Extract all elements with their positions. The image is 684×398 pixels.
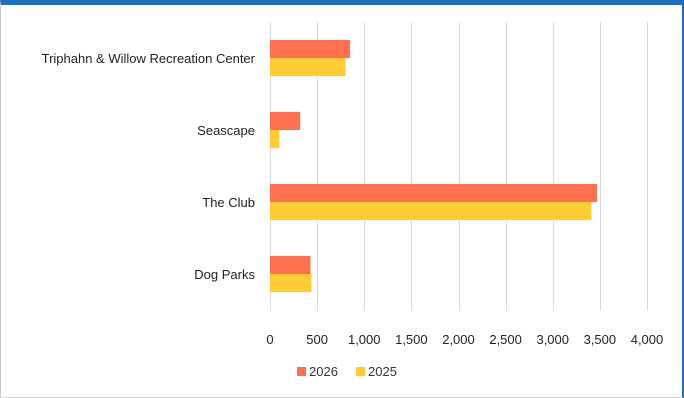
bar-2026-0 [270, 40, 351, 58]
x-tick-label: 2,500 [489, 332, 522, 347]
bar-2026-1 [270, 112, 301, 130]
category-label: The Club [202, 195, 255, 210]
category-label: Dog Parks [194, 267, 255, 282]
bar-2026-2 [270, 184, 598, 202]
bar-2025-0 [270, 58, 346, 76]
bar-2025-2 [270, 202, 592, 220]
legend: 2026 2025 [297, 364, 397, 379]
x-tick-label: 1,500 [395, 332, 428, 347]
x-tick-label: 500 [306, 332, 328, 347]
x-tick-label: 3,000 [536, 332, 569, 347]
bar-2026-3 [270, 256, 311, 274]
x-tick-label: 0 [266, 332, 273, 347]
x-tick-label: 4,000 [631, 332, 664, 347]
legend-label-2025: 2025 [368, 364, 397, 379]
x-tick-label: 3,500 [584, 332, 617, 347]
x-tick-label: 2,000 [442, 332, 475, 347]
bar-2025-1 [270, 130, 280, 148]
category-label: Seascape [197, 123, 255, 138]
category-label: Triphahn & Willow Recreation Center [42, 51, 256, 66]
legend-swatch-2026 [297, 367, 306, 376]
bars [270, 40, 598, 292]
x-tick-label: 1,000 [348, 332, 381, 347]
legend-swatch-2025 [356, 367, 365, 376]
category-labels: Triphahn & Willow Recreation Center Seasc… [42, 51, 256, 282]
x-tick-labels: 0 500 1,000 1,500 2,000 2,500 3,000 3,500 4,000 [266, 332, 663, 347]
bar-2025-3 [270, 274, 312, 292]
legend-label-2026: 2026 [309, 364, 338, 379]
